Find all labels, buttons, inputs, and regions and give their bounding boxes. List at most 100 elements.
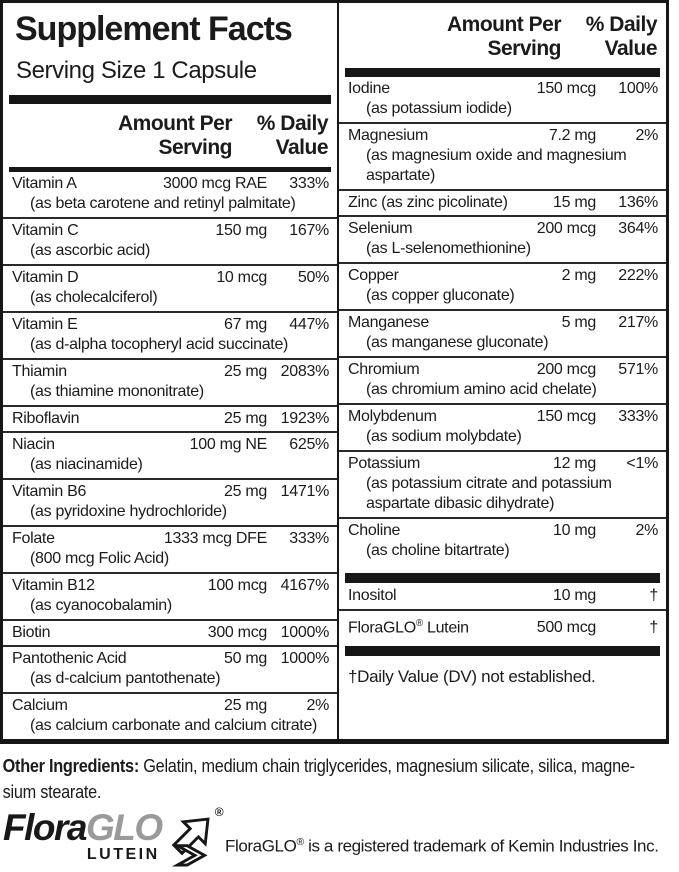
nutrient-name: Zinc (as zinc picolinate) <box>348 194 508 211</box>
nutrient-line: Potassium 12 mg <1% <box>339 453 666 474</box>
nutrient-amount: 25 mg <box>224 410 267 427</box>
nutrient-daily-value: 167% <box>289 222 329 239</box>
nutrient-line: Riboflavin 25 mg 1923% <box>3 408 337 429</box>
nutrient-line: Choline 10 mg 2% <box>339 520 666 541</box>
serving-size: Serving Size 1 Capsule <box>16 57 257 84</box>
nutrient-line: Magnesium 7.2 mg 2% <box>339 125 666 146</box>
nutrient-line: Thiamin 25 mg 2083% <box>3 361 337 382</box>
registered-mark: ® <box>214 805 224 819</box>
nutrient-amount: 5 mg <box>561 314 597 331</box>
nutrient-amount: 150 mg <box>215 222 267 239</box>
nutrient-list-right: Iodine 150 mcg 100% (as potassium iodide… <box>339 77 666 564</box>
nutrient-row-floraglo-lutein: FloraGLO® Lutein 500 mcg † <box>339 609 666 641</box>
nutrient-row: Potassium 12 mg <1% (as potassium citrat… <box>339 450 666 517</box>
other-ingredients-line2: sium stearate. <box>2 781 102 802</box>
nutrient-row: Selenium 200 mcg 364% (as L-selenomethio… <box>339 215 666 262</box>
nutrient-line: Folate 1333 mcg DFE 333% <box>3 528 337 549</box>
nutrient-line: Selenium 200 mcg 364% <box>339 218 666 239</box>
nutrient-daily-value: 100% <box>618 80 658 97</box>
nutrient-row-inositol: Inositol 10 mg † <box>339 583 666 609</box>
nutrient-daily-value: 625% <box>289 436 329 453</box>
nutrient-source: (as manganese gluconate) <box>366 334 549 351</box>
nutrient-daily-value: 2083% <box>280 363 330 380</box>
nutrient-source: (as pyridoxine hydrochloride) <box>30 503 227 520</box>
nutrient-name: Riboflavin <box>12 410 80 427</box>
nutrient-name: Thiamin <box>12 363 67 380</box>
other-ingredients-text: Gelatin, medium chain triglycerides, mag… <box>138 755 635 776</box>
nutrient-name: Folate <box>12 530 55 547</box>
lutein-label: LUTEIN <box>86 846 160 863</box>
nutrient-line: Vitamin B6 25 mg 1471% <box>3 481 337 502</box>
arrow-icon: ® <box>160 805 224 872</box>
nutrient-daily-value: 222% <box>618 267 658 284</box>
nutrient-amount: 2 mg <box>561 267 597 284</box>
nutrient-source: (as d-calcium pantothenate) <box>30 670 221 687</box>
nutrient-amount: 150 mcg <box>536 80 597 97</box>
nutrient-line: Molybdenum 150 mcg 333% <box>339 406 666 427</box>
header-percent-daily-value: % Daily Value <box>585 13 658 60</box>
header-amount-per-serving: Amount Per Serving <box>117 112 233 159</box>
nutrient-name: Copper <box>348 267 399 284</box>
nutrient-name: Manganese <box>348 314 429 331</box>
nutrient-daily-value: 4167% <box>280 577 330 594</box>
nutrient-source: (as chromium amino acid chelate) <box>366 381 597 398</box>
nutrient-row: Vitamin B12 100 mcg 4167% (as cyanocobal… <box>3 572 337 619</box>
nutrient-name: Magnesium <box>348 127 429 144</box>
nutrient-line: Chromium 200 mcg 571% <box>339 359 666 380</box>
nutrient-line: Zinc (as zinc picolinate) 15 mg 136% <box>339 192 666 213</box>
nutrient-line: Inositol 10 mg † <box>339 585 666 606</box>
nutrient-source: (800 mcg Folic Acid) <box>30 550 169 567</box>
nutrient-name: Vitamin C <box>12 222 79 239</box>
nutrient-line: Vitamin D 10 mcg 50% <box>3 267 337 288</box>
nutrient-amount: 100 mcg <box>207 577 268 594</box>
nutrient-name: Chromium <box>348 361 420 378</box>
nutrient-amount: 100 mg NE <box>189 436 268 453</box>
nutrient-source: (as d-alpha tocopheryl acid succinate) <box>30 336 289 353</box>
nutrient-source: (as sodium molybdate) <box>366 428 522 445</box>
other-ingredients-line1: Other Ingredients: Gelatin, medium chain… <box>3 753 679 779</box>
nutrient-line: Vitamin C 150 mg 167% <box>3 220 337 241</box>
separator-bar <box>345 68 660 77</box>
nutrient-source: (as copper gluconate) <box>366 287 515 304</box>
nutrient-row: Vitamin E 67 mg 447% (as d-alpha tocophe… <box>3 311 337 358</box>
header-percent-daily-value: % Daily Value <box>256 112 329 159</box>
nutrient-daily-value: 1471% <box>280 483 330 500</box>
nutrient-row: Vitamin C 150 mg 167% (as ascorbic acid) <box>3 217 337 264</box>
nutrient-source: (as potassium citrate and potassium aspa… <box>366 475 612 512</box>
nutrient-name: Niacin <box>12 436 55 453</box>
nutrient-amount: 10 mcg <box>216 269 267 286</box>
nutrient-row: Vitamin D 10 mcg 50% (as cholecalciferol… <box>3 264 337 311</box>
nutrient-daily-value: 2% <box>635 127 658 144</box>
nutrient-line: Copper 2 mg 222% <box>339 265 666 286</box>
nutrient-line: Pantothenic Acid 50 mg 1000% <box>3 648 337 669</box>
nutrient-source: (as L-selenomethionine) <box>366 240 531 257</box>
nutrient-name: Selenium <box>348 220 413 237</box>
nutrient-amount: 200 mcg <box>536 361 597 378</box>
nutrient-source: (as cyanocobalamin) <box>30 597 172 614</box>
facts-left-column: Supplement Facts Serving Size 1 Capsule … <box>3 3 339 739</box>
nutrient-daily-value: 333% <box>618 408 658 425</box>
nutrient-amount: 25 mg <box>224 483 267 500</box>
separator-bar <box>345 573 660 583</box>
nutrient-amount: 10 mg <box>553 587 596 604</box>
nutrient-daily-value: † <box>649 619 658 637</box>
floraglo-wordmark: FloraGLO <box>3 807 163 848</box>
nutrient-source: (as thiamine mononitrate) <box>30 383 204 400</box>
nutrient-daily-value: 50% <box>297 269 329 286</box>
facts-right-column: Amount Per Serving % Daily Value Iodine … <box>339 3 666 739</box>
nutrient-amount: 300 mcg <box>207 624 268 641</box>
brand-row: FloraGLO LUTEIN ® FloraGLO® is a registe… <box>0 805 679 872</box>
separator-bar <box>345 646 660 657</box>
header-amount-per-serving: Amount Per Serving <box>446 13 562 60</box>
floraglo-logo: FloraGLO LUTEIN ® <box>3 805 225 872</box>
nutrient-row: Thiamin 25 mg 2083% (as thiamine mononit… <box>3 358 337 405</box>
registered-mark: ® <box>296 836 304 849</box>
registered-mark: ® <box>415 618 423 629</box>
nutrient-row: Riboflavin 25 mg 1923% <box>3 405 337 431</box>
nutrient-row: Folate 1333 mcg DFE 333% (800 mcg Folic … <box>3 525 337 572</box>
nutrient-daily-value: 2% <box>306 697 329 714</box>
nutrient-source: (as magnesium oxide and magnesium aspart… <box>366 147 627 184</box>
nutrient-amount: 1333 mcg DFE <box>163 530 267 547</box>
nutrient-name: Vitamin D <box>12 269 79 286</box>
nutrient-row: Magnesium 7.2 mg 2% (as magnesium oxide … <box>339 122 666 189</box>
